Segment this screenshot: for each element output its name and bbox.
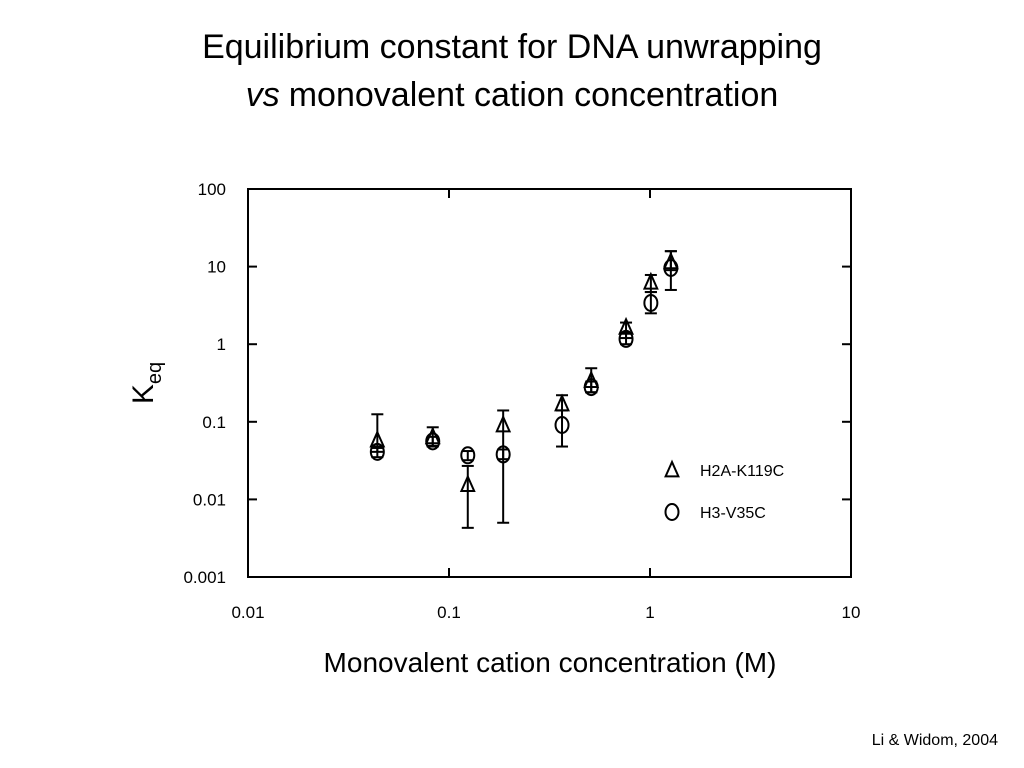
x-tick-label: 0.01 (231, 603, 264, 622)
credit: Li & Widom, 2004 (872, 732, 998, 749)
circle-marker (554, 415, 570, 434)
triangle-marker (495, 414, 512, 433)
y-axis-label: Keq (127, 362, 166, 404)
y-tick-label: 0.01 (193, 490, 226, 509)
legend-label: H3-V35C (700, 505, 766, 522)
circle-marker (643, 293, 659, 312)
chart-title: Equilibrium constant for DNA unwrapping (202, 28, 822, 66)
circle-marker (369, 442, 385, 461)
circle-marker (495, 445, 511, 464)
y-tick-label: 100 (198, 180, 226, 199)
circle-marker (663, 258, 679, 277)
plot-frame (247, 188, 852, 578)
legend-label: H2A-K119C (700, 463, 784, 480)
circle-marker (460, 446, 476, 465)
y-tick-label: 10 (207, 258, 226, 277)
triangle-marker (459, 474, 476, 493)
legend-marker (664, 503, 680, 521)
y-label-sub: eq (144, 362, 166, 384)
x-tick-label: 0.1 (437, 603, 461, 622)
circle-marker (583, 378, 599, 397)
y-tick-label: 0.1 (202, 413, 226, 432)
x-tick-label: 1 (645, 603, 654, 622)
circle-marker (425, 432, 441, 451)
chart-subtitle: vs monovalent cation concentration (246, 76, 779, 114)
subtitle-text: monovalent cation concentration (289, 76, 779, 114)
circle-marker (618, 329, 634, 348)
subtitle-italic: vs (246, 76, 280, 114)
y-label-main: K (127, 384, 160, 404)
triangle-marker (642, 271, 659, 290)
y-tick-label: 0.001 (183, 568, 226, 587)
legend-marker (664, 459, 680, 478)
triangle-marker (369, 429, 386, 448)
y-tick-label: 1 (217, 335, 226, 354)
x-axis-label: Monovalent cation concentration (M) (324, 647, 777, 678)
x-tick-label: 10 (842, 603, 861, 622)
